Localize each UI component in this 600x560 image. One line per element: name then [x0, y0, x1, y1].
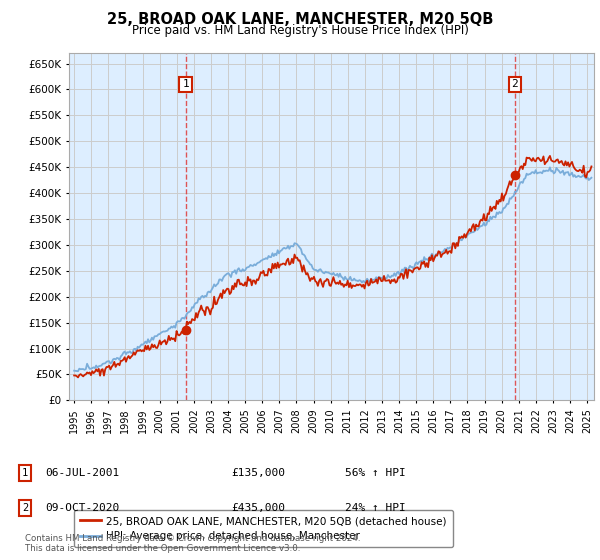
- Text: 56% ↑ HPI: 56% ↑ HPI: [345, 468, 406, 478]
- Text: 24% ↑ HPI: 24% ↑ HPI: [345, 503, 406, 513]
- Text: Price paid vs. HM Land Registry's House Price Index (HPI): Price paid vs. HM Land Registry's House …: [131, 24, 469, 36]
- Text: 09-OCT-2020: 09-OCT-2020: [45, 503, 119, 513]
- Text: 25, BROAD OAK LANE, MANCHESTER, M20 5QB: 25, BROAD OAK LANE, MANCHESTER, M20 5QB: [107, 12, 493, 27]
- Text: Contains HM Land Registry data © Crown copyright and database right 2024.
This d: Contains HM Land Registry data © Crown c…: [25, 534, 361, 553]
- Text: 2: 2: [22, 503, 28, 513]
- Text: 1: 1: [22, 468, 28, 478]
- Text: 06-JUL-2001: 06-JUL-2001: [45, 468, 119, 478]
- Text: £435,000: £435,000: [231, 503, 285, 513]
- Legend: 25, BROAD OAK LANE, MANCHESTER, M20 5QB (detached house), HPI: Average price, de: 25, BROAD OAK LANE, MANCHESTER, M20 5QB …: [74, 510, 453, 548]
- Text: £135,000: £135,000: [231, 468, 285, 478]
- Text: 1: 1: [182, 80, 189, 89]
- Text: 2: 2: [511, 80, 518, 89]
